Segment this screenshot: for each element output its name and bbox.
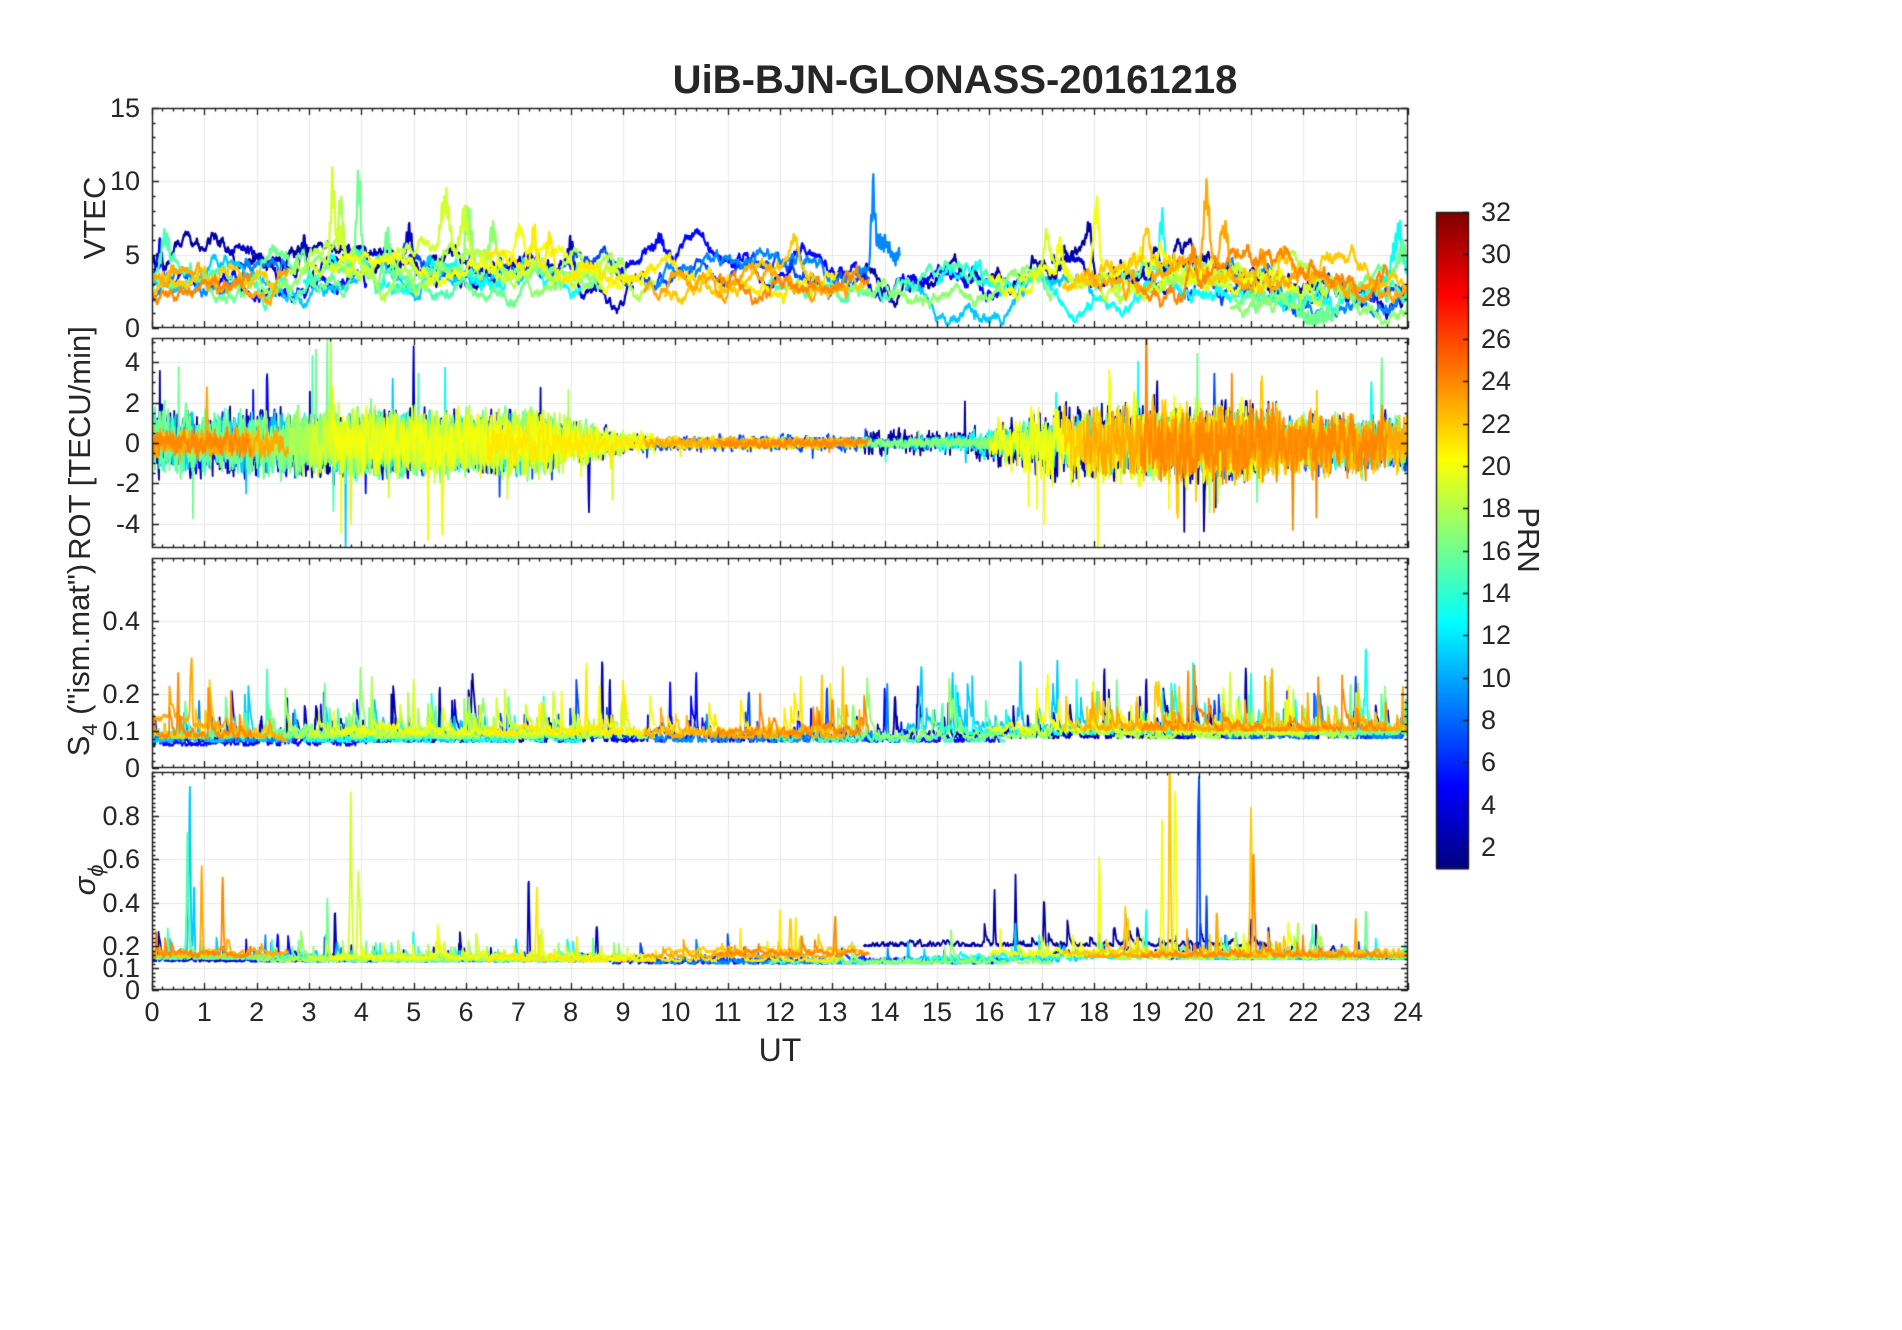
x-tick-label: 23 (1340, 997, 1371, 1027)
x-tick-label: 12 (764, 997, 796, 1027)
sigma-y-tick-label: 0.1 (102, 953, 140, 984)
rot-y-tick-label: -4 (115, 508, 140, 539)
x-tick-label: 17 (1026, 997, 1057, 1027)
x-tick-label: 1 (196, 997, 212, 1027)
colorbar-tick-label: 20 (1481, 450, 1512, 481)
x-tick-label: 5 (406, 997, 422, 1027)
colorbar-tick-label: 28 (1481, 281, 1512, 312)
sigma-y-tick-label: 0.4 (102, 887, 140, 918)
x-tick-label: 10 (660, 997, 691, 1027)
sigma-y-tick-label: 0.8 (102, 800, 140, 831)
x-tick-label: 22 (1288, 997, 1319, 1027)
colorbar-tick-label: 16 (1481, 535, 1512, 566)
x-tick-label: 15 (921, 997, 953, 1027)
sigma-y-tick-label: 0.6 (102, 844, 140, 875)
colorbar-tick-label: 24 (1481, 366, 1512, 397)
x-tick-label: 7 (510, 997, 526, 1027)
x-tick-label: 21 (1235, 997, 1267, 1027)
x-tick-label: 18 (1078, 997, 1110, 1027)
vtec-y-tick-label: 15 (109, 93, 140, 123)
x-tick-label: 16 (974, 997, 1005, 1027)
rot-y-tick-label: 4 (124, 347, 140, 378)
x-tick-label: 8 (563, 997, 579, 1027)
rot-y-tick-label: -2 (115, 468, 140, 499)
colorbar-tick-label: 8 (1481, 704, 1497, 735)
x-tick-label: 2 (249, 997, 265, 1027)
s4-y-tick-label: 0.1 (102, 716, 140, 747)
colorbar-label: PRN (1511, 507, 1546, 573)
colorbar-tick-label: 2 (1481, 831, 1497, 862)
colorbar-tick-label: 30 (1481, 239, 1512, 270)
colorbar-tick-label: 4 (1481, 789, 1497, 820)
x-tick-label: 20 (1183, 997, 1214, 1027)
x-tick-label: 0 (144, 997, 160, 1027)
rot-y-tick-label: 2 (124, 387, 140, 418)
vtec-y-tick-label: 5 (124, 239, 140, 270)
colorbar-tick-label: 14 (1481, 577, 1512, 608)
colorbar-tick-label: 26 (1481, 323, 1512, 354)
x-tick-label: 11 (713, 997, 742, 1027)
x-tick-label: 4 (353, 997, 369, 1027)
rot-y-tick-label: 0 (124, 428, 140, 458)
x-tick-label: 9 (615, 997, 631, 1027)
colorbar-tick-label: 10 (1481, 662, 1512, 693)
sigma-y-tick-label: 0.2 (102, 931, 140, 962)
x-tick-label: 14 (869, 997, 900, 1027)
colorbar-tick-label: 32 (1481, 197, 1512, 227)
vtec-y-tick-label: 0 (124, 313, 140, 343)
chart-title: UiB-BJN-GLONASS-20161218 (672, 58, 1238, 102)
s4-y-tick-label: 0 (124, 753, 140, 783)
colorbar-tick-label: 6 (1481, 747, 1497, 778)
x-tick-label: 13 (817, 997, 848, 1027)
colorbar-tick-label: 22 (1481, 408, 1512, 439)
s4-y-tick-label: 0.2 (102, 679, 140, 710)
s4-y-tick-label: 0.4 (102, 605, 140, 636)
x-tick-label: 6 (458, 997, 474, 1027)
x-tick-label: 24 (1392, 997, 1424, 1027)
vtec-y-tick-label: 10 (109, 166, 140, 197)
x-axis-label: UT (758, 1032, 802, 1068)
colorbar-tick-label: 12 (1481, 620, 1512, 651)
x-tick-label: 19 (1131, 997, 1162, 1027)
colorbar-tick-label: 18 (1481, 493, 1512, 524)
x-tick-label: 3 (301, 997, 317, 1027)
sigma-y-tick-label: 0 (124, 975, 140, 1005)
